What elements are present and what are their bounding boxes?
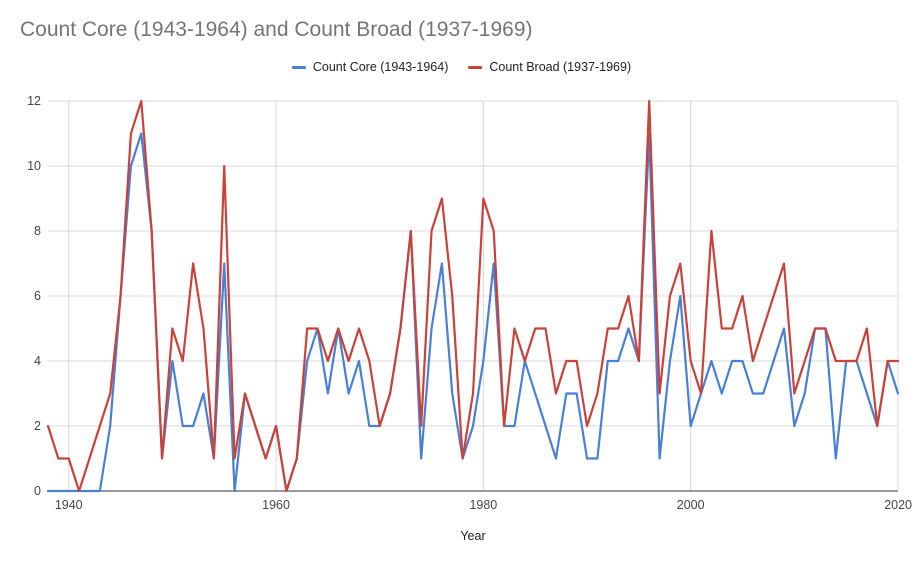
x-tick-label: 1980 [469, 498, 497, 512]
legend: Count Core (1943-1964) Count Broad (1937… [0, 60, 923, 74]
y-tick-label: 2 [34, 419, 41, 433]
y-tick-label: 12 [27, 94, 41, 108]
series-line-1 [46, 99, 900, 493]
series-line-0 [46, 132, 900, 493]
legend-swatch-core [291, 65, 306, 69]
x-tick-label: 1960 [262, 498, 290, 512]
legend-label-core: Count Core (1943-1964) [312, 60, 449, 74]
y-tick-label: 8 [34, 224, 41, 238]
y-tick-label: 10 [27, 159, 41, 173]
legend-swatch-broad [468, 65, 483, 69]
y-tick-label: 6 [34, 289, 41, 303]
x-tick-label: 2020 [884, 498, 912, 512]
x-axis-title: Year [460, 529, 485, 543]
chart-title: Count Core (1943-1964) and Count Broad (… [20, 18, 533, 41]
y-tick-label: 4 [34, 354, 41, 368]
legend-label-broad: Count Broad (1937-1969) [489, 60, 632, 74]
legend-item-core[interactable]: Count Core (1943-1964) [291, 60, 449, 74]
legend-item-broad[interactable]: Count Broad (1937-1969) [468, 60, 631, 74]
x-tick-label: 1940 [55, 498, 83, 512]
y-tick-label: 0 [34, 484, 41, 498]
x-tick-label: 2000 [677, 498, 705, 512]
